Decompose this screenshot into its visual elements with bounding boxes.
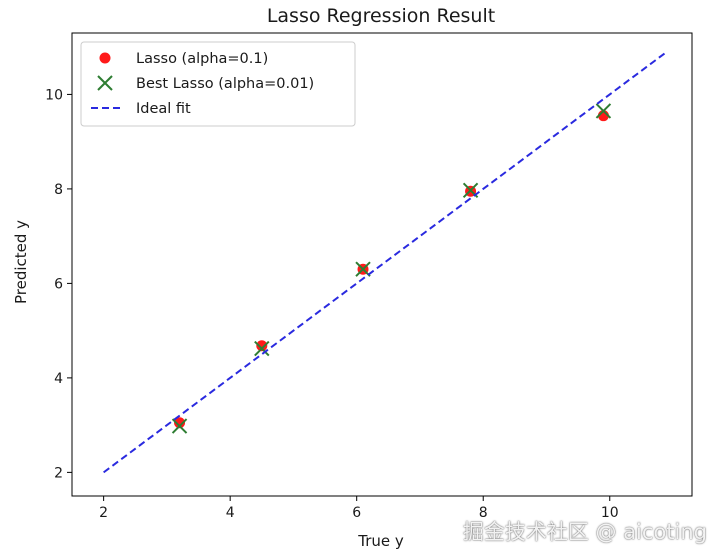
- chart-title: Lasso Regression Result: [267, 5, 495, 27]
- lasso-point: [174, 417, 186, 429]
- x-axis-label: True y: [357, 532, 404, 550]
- best-lasso-point: [595, 103, 612, 119]
- best-lasso-point: [355, 261, 371, 277]
- axis-ticks: 2 4 6 8 10 2 4 6 8 10: [45, 87, 618, 521]
- best-lasso-x-stroke: [462, 182, 479, 199]
- plot-frame: [71, 32, 693, 497]
- y-tick-label: 10: [45, 87, 63, 103]
- best-lasso-point: [171, 418, 188, 434]
- best-lasso-x-stroke: [254, 340, 270, 357]
- ideal-fit-line: [103, 51, 668, 474]
- y-tick-label: 6: [54, 276, 63, 292]
- best-lasso-x-stroke: [171, 418, 188, 434]
- x-tick-label: 6: [352, 505, 361, 521]
- plot-area: [71, 32, 693, 497]
- x-tick-label: 10: [601, 505, 619, 521]
- legend-label: Best Lasso (alpha=0.01): [136, 76, 314, 92]
- legend-lasso-marker: [99, 52, 111, 64]
- watermark: 掘金技术社区 @ aicoting: [462, 520, 707, 544]
- y-tick-label: 4: [54, 371, 63, 387]
- data-marks: [103, 51, 668, 474]
- y-tick-label: 2: [54, 465, 63, 481]
- legend-label: Ideal fit: [136, 101, 191, 117]
- x-tick-label: 2: [99, 505, 108, 521]
- legend: Lasso (alpha=0.1) Best Lasso (alpha=0.01)…: [80, 41, 356, 127]
- best-lasso-x-stroke: [595, 103, 612, 119]
- y-axis-label: Predicted y: [12, 220, 30, 304]
- best-lasso-point: [254, 340, 270, 357]
- x-tick-label: 8: [479, 505, 488, 521]
- legend-best-marker: [97, 75, 113, 91]
- lasso-point: [256, 340, 268, 352]
- best-lasso-x-stroke: [355, 261, 371, 277]
- legend-best-x-stroke: [97, 75, 113, 91]
- y-tick-label: 8: [54, 182, 63, 198]
- legend-box: [80, 41, 356, 127]
- legend-label: Lasso (alpha=0.1): [136, 51, 268, 67]
- x-tick-label: 4: [226, 505, 235, 521]
